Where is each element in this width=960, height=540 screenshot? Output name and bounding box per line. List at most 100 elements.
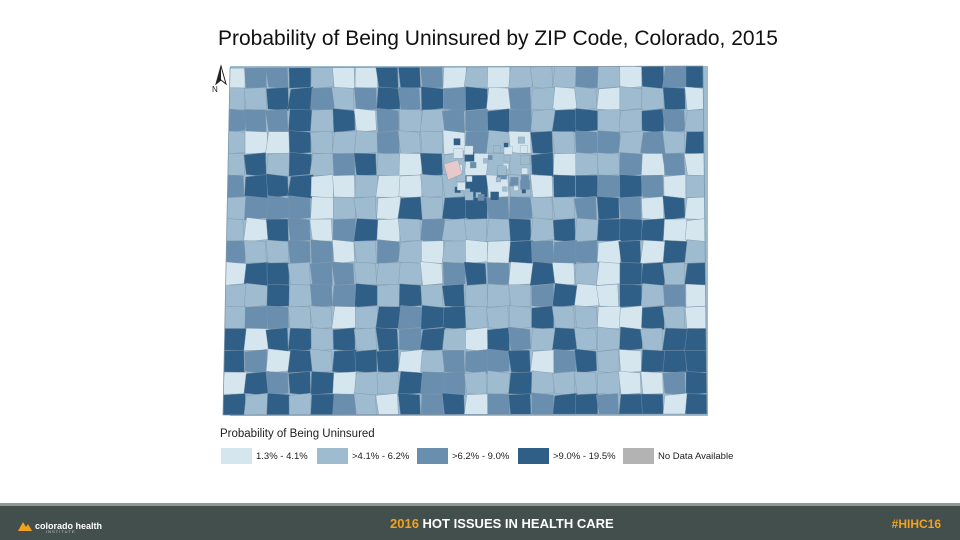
zip-region [575,152,598,177]
zip-region [453,138,461,146]
zip-region [685,66,707,89]
zip-region [223,393,246,415]
zip-region [223,152,245,176]
event-text: HOT ISSUES IN HEALTH CARE [422,516,614,531]
zip-region [521,167,528,175]
zip-region [397,130,421,155]
zip-region [375,66,399,90]
zip-region [397,392,421,415]
zip-region [552,262,576,286]
zip-region [442,305,467,330]
zip-region [376,218,401,242]
zip-region [309,218,333,242]
zip-region [397,66,421,89]
zip-region [596,86,622,112]
zip-region [244,130,268,155]
zip-region [265,305,289,330]
zip-region [618,196,642,221]
zip-region [420,131,444,154]
zip-region [573,283,601,308]
zip-region [509,109,532,132]
zip-region [331,261,355,286]
zip-region [640,327,664,352]
zip-region [575,175,598,198]
zip-region [466,175,473,182]
zip-region [551,306,575,329]
zip-region [287,86,314,112]
zip-region [684,152,707,177]
zip-region [662,195,686,221]
zip-region [520,179,531,190]
zip-region [487,327,510,353]
zip-region [618,393,644,415]
legend-swatch [317,448,348,464]
zip-region [595,283,619,308]
zip-region [243,392,269,415]
zip-region [265,173,289,199]
zip-region [552,239,578,265]
zip-region [574,130,598,155]
zip-region [575,239,598,265]
zip-region [619,305,643,331]
legend-item-4: >9.0% - 19.5% [518,447,616,465]
zip-region [553,174,576,198]
zip-region [684,239,707,265]
zip-region [223,328,247,351]
zip-region [486,262,510,286]
legend-swatch [623,448,654,464]
zip-region [486,240,511,264]
zip-region [596,261,622,286]
zip-region [662,349,688,373]
zip-region [376,130,400,156]
zip-region [331,87,355,111]
zip-region [663,174,687,199]
zip-region [442,349,465,373]
zip-region [398,262,423,286]
zip-region [596,218,621,242]
zip-region [497,165,507,176]
zip-region [573,371,597,395]
zip-region [640,371,664,395]
zip-region [465,327,488,353]
zip-region [375,393,399,415]
zip-region [529,66,554,90]
zip-region [353,262,377,286]
zip-region [419,261,443,286]
zip-region [662,262,686,286]
zip-region [465,349,489,374]
zip-region [531,392,554,415]
zip-region [287,218,311,242]
zip-region [487,66,511,89]
zip-region [619,86,643,111]
zip-region [353,196,377,221]
zip-region [575,66,599,89]
zip-region [662,153,686,176]
zip-region [265,131,292,154]
zip-region [288,371,311,396]
zip-region [596,152,620,177]
zip-region [574,86,598,112]
zip-region [443,86,466,112]
zip-region [353,218,380,242]
zip-region [244,305,268,330]
zip-region [332,66,355,89]
zip-region [662,86,686,111]
zip-region [354,174,379,198]
zip-region [485,305,509,330]
zip-region [287,327,313,351]
zip-region [503,146,513,155]
zip-region [495,177,501,183]
zip-region [223,66,246,89]
zip-region [309,261,333,287]
zip-region [397,239,424,265]
zip-region [641,196,664,221]
zip-region [442,371,466,396]
legend: 1.3% - 4.1% >4.1% - 6.2% >6.2% - 9.0% >9… [221,447,741,465]
zip-region [508,87,532,111]
zip-region [521,189,527,194]
zip-region [575,262,599,286]
zip-region [502,186,508,192]
north-arrow-icon [210,64,232,94]
footer-divider [0,503,960,506]
legend-label: No Data Available [658,450,734,462]
